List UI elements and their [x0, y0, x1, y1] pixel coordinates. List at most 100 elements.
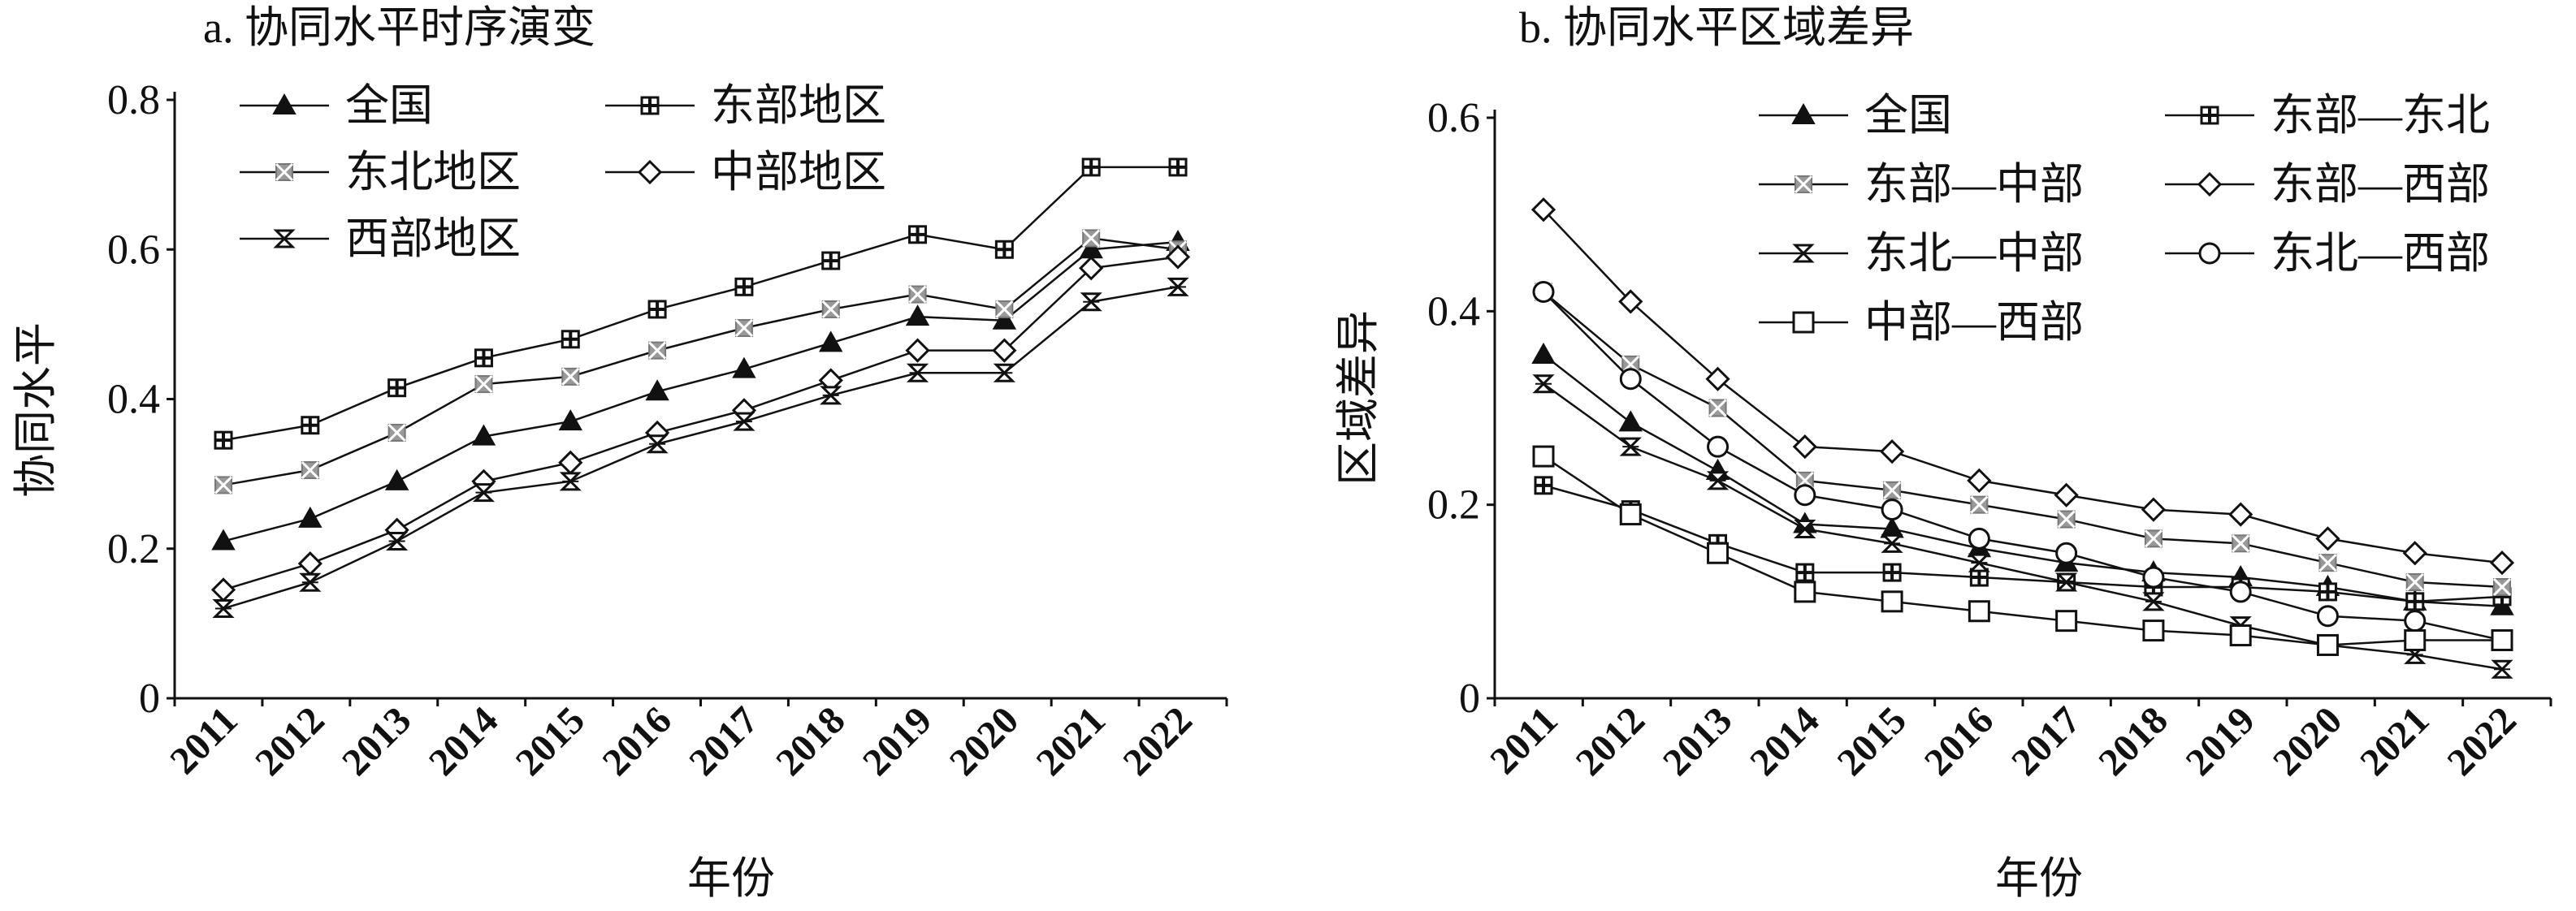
panel-a-series-0-point — [819, 330, 843, 352]
panel-a-series-1-point — [387, 378, 407, 398]
panel-a-series-2-point — [561, 367, 580, 386]
panel-a-series-0-point — [384, 468, 409, 490]
panel-b-title: b. 协同水平区域差异 — [1519, 3, 1914, 52]
panel-a-series-3-point — [905, 338, 930, 363]
panel-b-series-3-point — [2141, 497, 2167, 522]
panel-a-series-1-point — [908, 225, 928, 244]
panel-b-xtick-label: 2016 — [1916, 698, 2002, 784]
panel-a-legend-item: 东北地区 — [240, 148, 521, 196]
panel-a-ytick-label: 0.6 — [107, 227, 160, 273]
panel-b-xtick-label: 2012 — [1568, 698, 1653, 784]
panel-a-series-3 — [210, 244, 1191, 602]
panel-b-series-5-point — [1707, 435, 1730, 458]
panel-b-series-5-line — [1543, 291, 2503, 641]
panel-b-series-2-point — [1708, 399, 1727, 417]
panel-b-xtick-label: 2017 — [2003, 698, 2089, 784]
panel-a-xtick-label: 2017 — [681, 698, 766, 784]
panel-a-series-4-point — [993, 363, 1015, 382]
panel-a-x-label: 年份 — [687, 854, 775, 903]
panel-a-series-1-point — [647, 300, 667, 319]
panel-a-series-4 — [212, 277, 1189, 618]
panel-b-xtick-label: 2015 — [1829, 698, 1915, 784]
panel-a-series-2-point — [648, 341, 667, 360]
panel-a-series-4-point — [212, 598, 235, 618]
panel-b-legend-label: 东部—中部 — [1864, 160, 2084, 209]
panel-b-series-5-point — [1881, 499, 1903, 521]
panel-a-series-1 — [214, 158, 1188, 450]
panel-b-series-6-point — [2142, 620, 2165, 642]
panel-a-series-2-point — [821, 300, 840, 319]
panel-b-series-3-point — [2054, 482, 2079, 507]
panel-a-xtick-label: 2012 — [247, 698, 332, 784]
panel-b-series-0-point — [1531, 342, 1556, 364]
panel-b-series-2-point — [1883, 481, 1902, 499]
panel-a-legend-marker — [275, 162, 294, 182]
panel-a-series-1-point — [1168, 158, 1188, 177]
panel-b-series-1-point — [1882, 563, 1902, 582]
panel-b-series-4 — [1532, 374, 2513, 679]
panel-a-series-4-line — [223, 286, 1179, 610]
panel-a-series-0-point — [645, 379, 669, 401]
panel-a-series-1-point — [474, 348, 493, 368]
panel-b-ytick-label: 0.6 — [1427, 95, 1480, 141]
panel-b-legend-label: 全国 — [1864, 91, 1952, 140]
panel-b-series-5-point — [1968, 527, 1990, 550]
panel-b-series-6-point — [2316, 633, 2339, 656]
panel-a-series-2-point — [1082, 229, 1101, 248]
panel-b-series-6-point — [1794, 581, 1816, 603]
panel-a-series-4-point — [472, 483, 496, 503]
panel-b-series-2 — [1534, 283, 2512, 597]
panel-b-series-1-point — [2405, 592, 2425, 611]
panel-a-series-0-point — [211, 529, 236, 550]
panel-b-xtick-label: 2020 — [2265, 698, 2350, 784]
panel-b-series-3-point — [2315, 526, 2340, 551]
panel-b-series-0 — [1531, 342, 2514, 615]
panel-b-series-3-point — [1879, 439, 1905, 464]
panel-b-legend-item: 东北—中部 — [1759, 229, 2084, 278]
panel-b-series-4-point — [1794, 519, 1816, 538]
panel-b-xtick-label: 2022 — [2439, 698, 2524, 784]
panel-a-legend-label: 西部地区 — [345, 214, 521, 263]
panel-b-series-3-line — [1543, 209, 2503, 564]
panel-b-series-0-point — [1618, 410, 1643, 432]
panel-b-series-5-point — [2055, 542, 2078, 564]
panel-a-series-1-point — [734, 277, 754, 296]
panel-a-xtick-label: 2015 — [508, 698, 593, 784]
panel-b-series-6-point — [1532, 445, 1555, 468]
panel-a-series-4-point — [906, 363, 929, 382]
panel-b-legend-marker — [1791, 102, 1816, 124]
panel-b-series-3-point — [2402, 541, 2427, 566]
panel-a-y-label: 协同水平 — [11, 322, 60, 498]
panel-b-series-4-point — [1881, 533, 1903, 553]
panel-b-series-0-line — [1543, 353, 2503, 608]
panel-b-legend-label: 中部—西部 — [1864, 298, 2084, 347]
panel-a-legend-marker — [273, 229, 296, 248]
panel-a-series-4-point — [386, 532, 409, 551]
panel-a-xtick-label: 2014 — [421, 698, 506, 784]
panel-b: b. 协同水平区域差异 区域差异 年份 — [1334, 3, 2083, 903]
panel-a-xtick-label: 2013 — [334, 698, 419, 784]
panel-a-series-0-point — [992, 308, 1017, 330]
panel-b-series-6-point — [1619, 503, 1642, 526]
panel-b-x-label: 年份 — [1995, 854, 2083, 903]
panel-a-series-1-point — [1081, 158, 1101, 177]
panel-b-series-1-line — [1543, 484, 2503, 603]
panel-b-xtick-label: 2014 — [1742, 698, 1827, 784]
panel-a-legend-label: 东北地区 — [345, 148, 521, 196]
panel-b-legend-item: 东部—东北 — [2165, 91, 2490, 140]
panel-b-ytick-label: 0.4 — [1427, 288, 1480, 335]
panel-b-series-5-point — [2404, 610, 2427, 633]
panel-b-series-3-point — [1618, 289, 1643, 314]
panel-b-series-3-point — [1792, 434, 1817, 460]
panel-b-legend-marker — [1794, 175, 1813, 194]
panel-b-series-6-point — [2229, 624, 2252, 647]
panel-a-legend-item: 西部地区 — [240, 214, 521, 263]
panel-a-title: a. 协同水平时序演变 — [203, 3, 595, 52]
panel-a-xtick-label: 2011 — [162, 698, 245, 782]
panel-b-series-3 — [1530, 197, 2515, 576]
panel-a: a. 协同水平时序演变 协同水平 年份 — [11, 3, 775, 903]
panel-b-series-2-line — [1543, 291, 2503, 589]
panel-a-series-1-point — [821, 251, 841, 270]
